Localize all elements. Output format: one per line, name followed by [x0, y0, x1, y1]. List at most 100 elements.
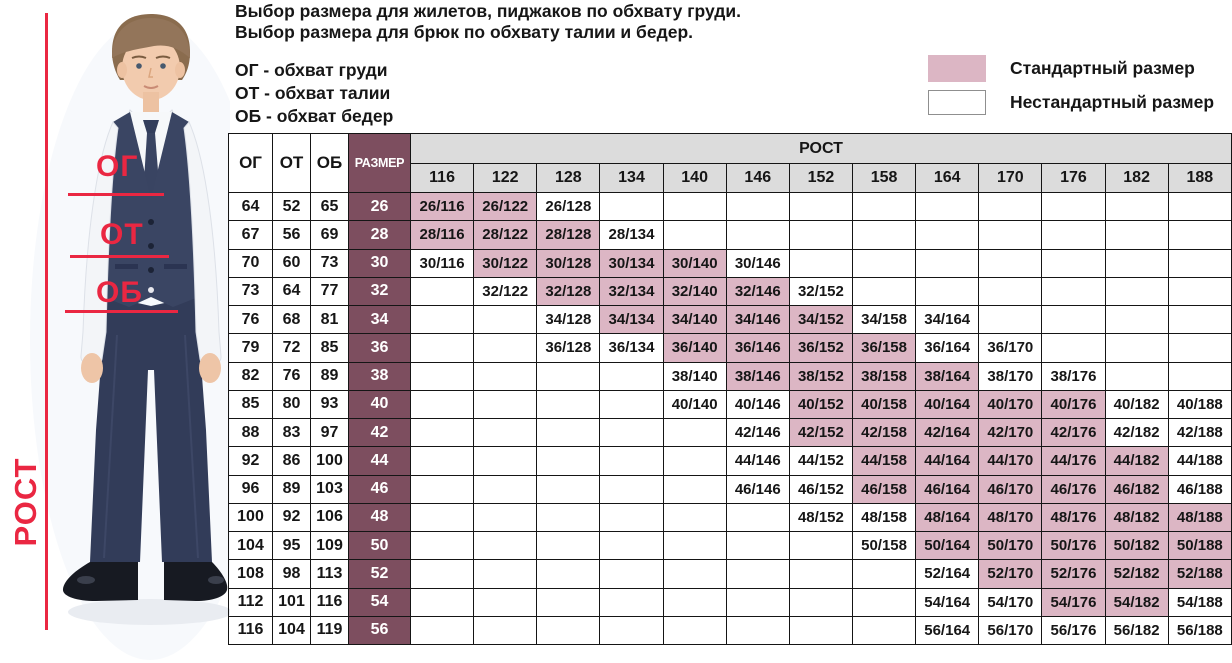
hips-value: 93 — [310, 389, 349, 420]
waist-value: 52 — [272, 191, 311, 222]
waist-value: 92 — [272, 502, 311, 533]
empty-cell — [788, 530, 853, 561]
chest-value: 79 — [228, 333, 273, 363]
size-cell-52-182: 52/182 — [1104, 559, 1169, 589]
size-cell-34-128: 34/128 — [536, 304, 601, 335]
height-header-140: 140 — [662, 163, 727, 193]
empty-cell — [473, 304, 538, 335]
hips-value: 65 — [310, 191, 349, 222]
size-cell-44-164: 44/164 — [915, 446, 980, 476]
hips-value: 69 — [310, 220, 349, 250]
abbr-chest: ОГ - обхват груди — [235, 60, 388, 80]
empty-cell — [409, 587, 475, 617]
empty-cell — [1041, 304, 1106, 335]
height-header-128: 128 — [536, 163, 601, 193]
size-cell-36-158: 36/158 — [851, 333, 917, 363]
empty-cell — [473, 474, 538, 504]
size-cell-52-170: 52/170 — [978, 559, 1043, 589]
size-value: 54 — [348, 587, 411, 617]
column-header-ot: ОТ — [272, 133, 311, 193]
size-cell-40-170: 40/170 — [978, 389, 1043, 420]
size-cell-34-140: 34/140 — [662, 304, 727, 335]
empty-cell — [725, 559, 790, 589]
hips-value: 109 — [310, 530, 349, 561]
empty-cell — [662, 559, 727, 589]
empty-cell — [409, 333, 475, 363]
size-cell-42-152: 42/152 — [788, 417, 853, 448]
standard-size-swatch — [928, 55, 986, 82]
empty-cell — [788, 559, 853, 589]
empty-cell — [536, 417, 601, 448]
empty-cell — [1104, 304, 1169, 335]
size-cell-38-158: 38/158 — [851, 361, 917, 391]
empty-cell — [409, 304, 475, 335]
size-value: 38 — [348, 361, 411, 391]
hips-label: ОБ — [96, 276, 143, 309]
empty-cell — [725, 530, 790, 561]
legend-row-standard: Стандартный размер — [928, 55, 1214, 82]
size-value: 44 — [348, 446, 411, 476]
hips-value: 100 — [310, 446, 349, 476]
empty-cell — [536, 389, 601, 420]
size-cell-32-146: 32/146 — [725, 276, 790, 307]
size-cell-54-170: 54/170 — [978, 587, 1043, 617]
waist-value: 68 — [272, 304, 311, 335]
empty-cell — [662, 502, 727, 533]
size-cell-44-182: 44/182 — [1104, 446, 1169, 476]
table-row-size-56: 116 104 119 56 56/164 56/170 56/176 56/182 56/18… — [228, 615, 1232, 646]
size-cell-38-170: 38/170 — [978, 361, 1043, 391]
size-cell-46-188: 46/188 — [1167, 474, 1232, 504]
empty-cell — [599, 474, 664, 504]
waist-value: 60 — [272, 248, 311, 278]
size-cell-30-140: 30/140 — [662, 248, 727, 278]
height-header-152: 152 — [788, 163, 853, 193]
empty-cell — [409, 474, 475, 504]
height-header-158: 158 — [851, 163, 917, 193]
empty-cell — [915, 191, 980, 222]
size-cell-32-134: 32/134 — [599, 276, 664, 307]
empty-cell — [915, 220, 980, 250]
size-cell-44-176: 44/176 — [1041, 446, 1106, 476]
table-row-size-42: 88 83 97 42 42/146 42/152 42/158 42/164 42/170 42… — [228, 417, 1232, 448]
size-cell-56-164: 56/164 — [915, 615, 980, 646]
empty-cell — [599, 361, 664, 391]
chest-value: 108 — [228, 559, 273, 589]
hips-measure-line — [65, 310, 178, 313]
size-cell-54-188: 54/188 — [1167, 587, 1232, 617]
size-cell-52-164: 52/164 — [915, 559, 980, 589]
waist-label: ОТ — [100, 218, 144, 251]
empty-cell — [599, 559, 664, 589]
size-cell-34-158: 34/158 — [851, 304, 917, 335]
hips-value: 113 — [310, 559, 349, 589]
size-value: 32 — [348, 276, 411, 307]
empty-cell — [725, 615, 790, 646]
empty-cell — [409, 417, 475, 448]
intro-text: Выбор размера для жилетов, пиджаков по о… — [235, 1, 741, 43]
size-cell-40-158: 40/158 — [851, 389, 917, 420]
table-row-size-30: 70 60 73 30 30/116 30/122 30/128 30/134 30/140 30… — [228, 248, 1232, 278]
hips-value: 103 — [310, 474, 349, 504]
waist-value: 56 — [272, 220, 311, 250]
empty-cell — [662, 446, 727, 476]
size-cell-56-188: 56/188 — [1167, 615, 1232, 646]
table-row-size-44: 92 86 100 44 44/146 44/152 44/158 44/164 44/170 4… — [228, 446, 1232, 476]
size-cell-30-128: 30/128 — [536, 248, 601, 278]
empty-cell — [473, 559, 538, 589]
empty-cell — [536, 474, 601, 504]
empty-cell — [1041, 220, 1106, 250]
waist-value: 104 — [272, 615, 311, 646]
empty-cell — [915, 276, 980, 307]
table-row-size-36: 79 72 85 36 36/128 36/134 36/140 36/146 36/152 36… — [228, 333, 1232, 363]
size-cell-36-146: 36/146 — [725, 333, 790, 363]
size-cell-40-146: 40/146 — [725, 389, 790, 420]
empty-cell — [788, 248, 853, 278]
empty-cell — [851, 191, 917, 222]
empty-cell — [1041, 191, 1106, 222]
chest-value: 112 — [228, 587, 273, 617]
empty-cell — [536, 446, 601, 476]
empty-cell — [599, 389, 664, 420]
size-cell-40-182: 40/182 — [1104, 389, 1169, 420]
size-cell-42-176: 42/176 — [1041, 417, 1106, 448]
size-cell-38-140: 38/140 — [662, 361, 727, 391]
height-label: РОСТ — [8, 457, 43, 547]
